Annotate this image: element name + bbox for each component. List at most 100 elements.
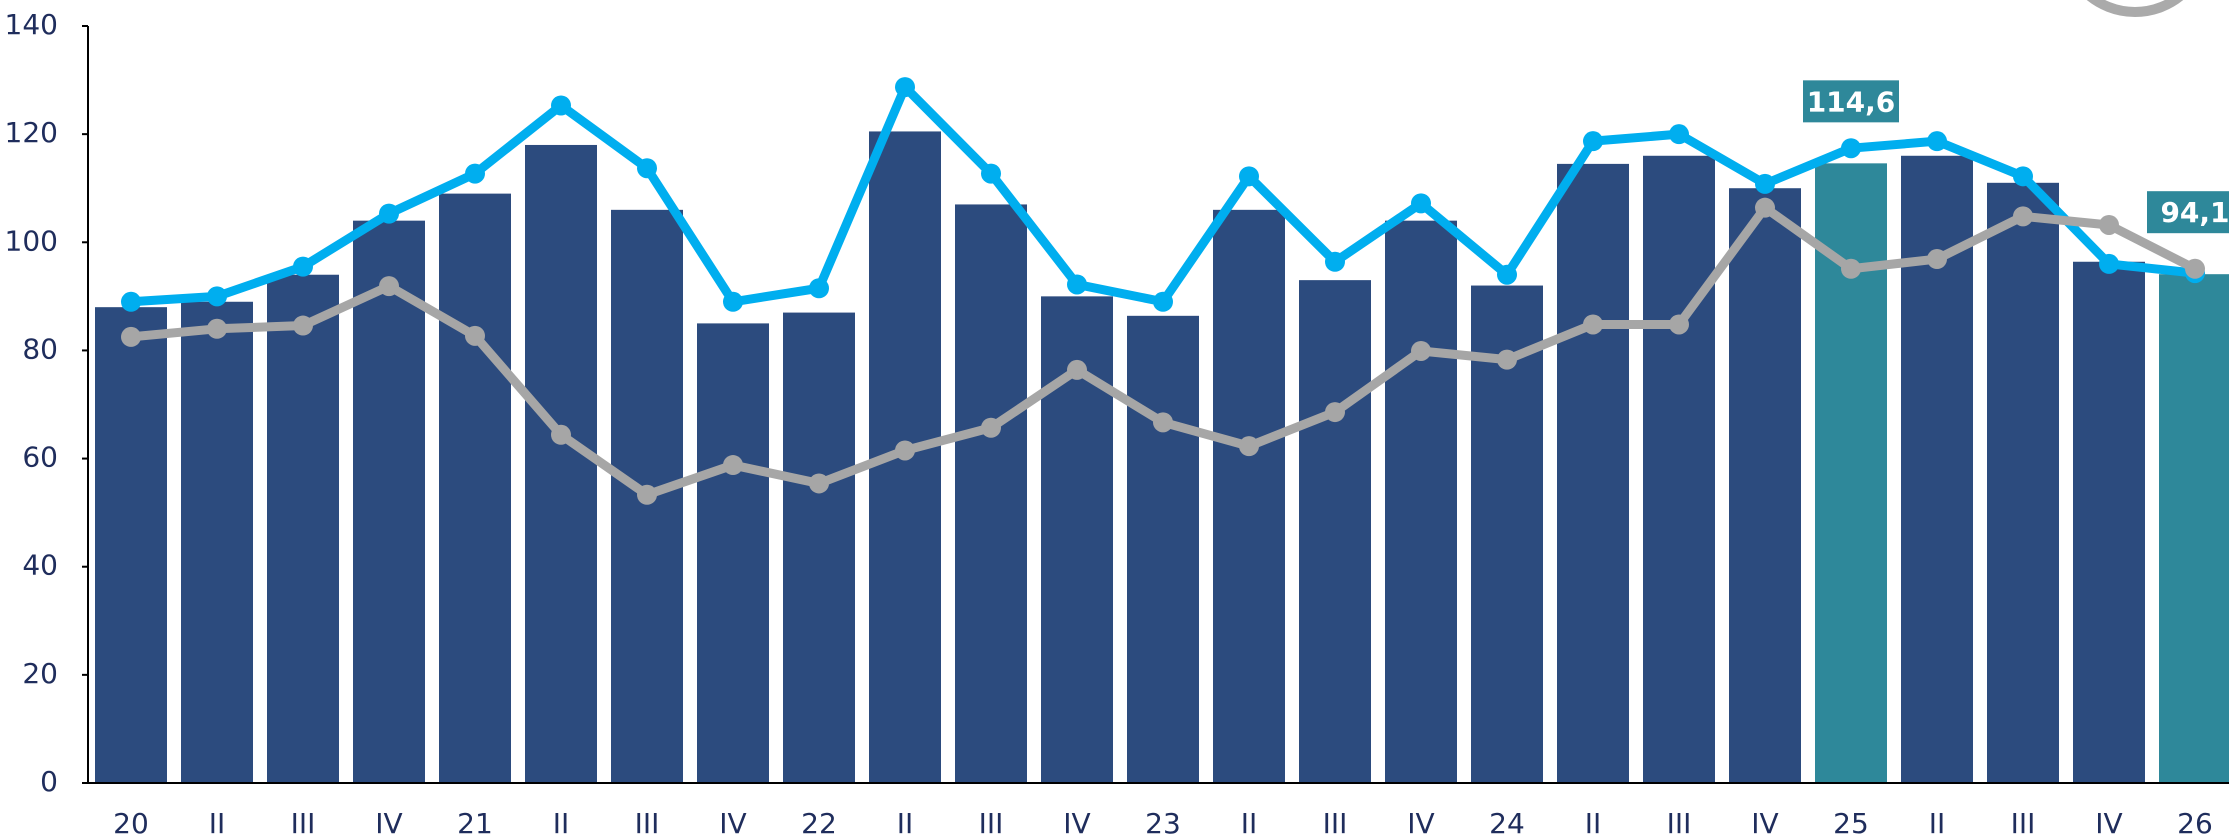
marker: [465, 325, 485, 346]
marker: [1583, 131, 1603, 152]
bar: [1729, 188, 1801, 783]
decoration: [2086, 0, 2184, 17]
y-tick-label: 20: [22, 657, 58, 690]
marker: [121, 291, 141, 312]
x-tick-label: IV: [1751, 807, 1778, 839]
bar: [267, 274, 339, 783]
value-label-box: [1803, 80, 1899, 123]
marker: [637, 158, 657, 179]
value-label: 114,6: [1807, 85, 1896, 118]
marker: [1669, 314, 1689, 335]
marker: [723, 291, 743, 312]
bar: [95, 307, 167, 783]
bar: [2159, 274, 2229, 783]
marker: [207, 318, 227, 339]
marker: [1927, 249, 1947, 270]
x-tick-label: III: [979, 807, 1004, 839]
marker: [809, 278, 829, 299]
marker: [293, 315, 313, 336]
marker: [2185, 258, 2205, 279]
marker: [207, 286, 227, 307]
marker: [2013, 206, 2033, 227]
bar: [955, 204, 1027, 783]
bar: [2073, 261, 2145, 783]
y-tick-label: 100: [5, 224, 58, 257]
x-tick-label: III: [291, 807, 316, 839]
marker: [1927, 131, 1947, 152]
x-tick-label: IV: [719, 807, 746, 839]
marker: [379, 203, 399, 224]
marker: [465, 163, 485, 184]
x-tick-label: III: [635, 807, 660, 839]
x-tick-label: 23: [1145, 807, 1181, 839]
bar: [697, 323, 769, 783]
bar: [783, 312, 855, 783]
marker: [1325, 251, 1345, 272]
x-tick-label: IV: [1063, 807, 1090, 839]
bar: [1127, 315, 1199, 783]
x-tick-label: 20: [113, 807, 149, 839]
marker: [1755, 197, 1775, 218]
x-tick-label: II: [1241, 807, 1258, 839]
y-tick-label: 60: [22, 441, 58, 474]
x-tick-label: III: [1323, 807, 1348, 839]
x-tick-label: 26: [2177, 807, 2213, 839]
marker: [551, 424, 571, 445]
x-tick-label: 25: [1833, 807, 1869, 839]
marker: [981, 417, 1001, 438]
marker: [981, 163, 1001, 184]
bar: [439, 193, 511, 783]
x-tick-label: III: [2011, 807, 2036, 839]
x-tick-label: II: [1929, 807, 1946, 839]
marker: [637, 484, 657, 505]
bar: [1557, 163, 1629, 783]
y-tick-label: 120: [5, 116, 58, 149]
x-tick-label: III: [1667, 807, 1692, 839]
marker: [723, 455, 743, 476]
x-tick-label: 22: [801, 807, 837, 839]
marker: [1411, 193, 1431, 214]
marker: [1497, 264, 1517, 285]
y-tick-label: 40: [22, 549, 58, 582]
bar: [1385, 220, 1457, 783]
marker: [895, 77, 915, 98]
marker: [1841, 258, 1861, 279]
marker: [379, 276, 399, 297]
x-tick-label: 21: [457, 807, 493, 839]
y-tick-label: 140: [5, 8, 58, 41]
marker: [2099, 253, 2119, 274]
bar: [1213, 209, 1285, 784]
marker: [1497, 349, 1517, 370]
marker: [1067, 274, 1087, 295]
marker: [1755, 173, 1775, 194]
marker: [895, 440, 915, 461]
marker: [293, 256, 313, 277]
marker: [121, 326, 141, 347]
marker: [2013, 166, 2033, 187]
marker: [1239, 166, 1259, 187]
y-tick-label: 80: [22, 332, 58, 365]
x-tick-label: IV: [1407, 807, 1434, 839]
marker: [1669, 124, 1689, 145]
x-tick-label: II: [1585, 807, 1602, 839]
x-tick-label: IV: [375, 807, 402, 839]
bar: [1643, 155, 1715, 783]
bar: [1299, 280, 1371, 783]
bar: [353, 220, 425, 783]
value-label: 94,1: [2160, 196, 2229, 229]
marker: [2099, 214, 2119, 235]
x-tick-label: II: [553, 807, 570, 839]
marker: [1153, 412, 1173, 433]
value-label-box: [2147, 191, 2229, 234]
marker: [551, 95, 571, 116]
marker: [1841, 138, 1861, 159]
marker: [1067, 359, 1087, 380]
x-tick-label: II: [209, 807, 226, 839]
bar: [181, 301, 253, 783]
bar: [525, 144, 597, 783]
marker: [1411, 340, 1431, 361]
bar: [1987, 182, 2059, 784]
marker: [1583, 314, 1603, 335]
